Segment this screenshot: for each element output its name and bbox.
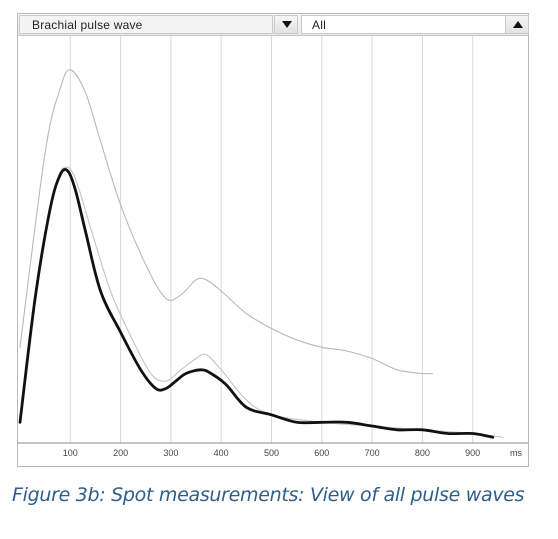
x-tick-label: 400 xyxy=(214,448,229,458)
figure-caption: Figure 3b: Spot measurements: View of al… xyxy=(12,484,525,506)
signal-select-value: Brachial pulse wave xyxy=(32,18,143,32)
pulse-wave-chart: 100 200 300 400 500 600 700 800 900 ms xyxy=(18,36,528,458)
triangle-down-icon xyxy=(282,21,292,28)
x-tick-label: 600 xyxy=(314,448,329,458)
filter-select[interactable]: All xyxy=(301,15,506,34)
x-unit-label: ms xyxy=(510,448,522,458)
filter-dropdown-button[interactable] xyxy=(505,15,529,34)
x-tick-labels: 100 200 300 400 500 600 700 800 900 ms xyxy=(63,448,523,458)
x-tick-label: 800 xyxy=(415,448,430,458)
x-tick-label: 300 xyxy=(163,448,178,458)
x-tick-label: 100 xyxy=(63,448,78,458)
filter-select-value: All xyxy=(312,18,326,32)
pulse-wave-panel: Brachial pulse wave All 100 200 300 400 500 6… xyxy=(17,13,529,467)
lower-envelope-line xyxy=(19,166,504,438)
x-tick-label: 900 xyxy=(465,448,480,458)
signal-select[interactable]: Brachial pulse wave xyxy=(19,15,273,34)
toolbar: Brachial pulse wave All xyxy=(18,14,529,36)
grid-lines xyxy=(69,36,474,443)
x-tick-label: 700 xyxy=(365,448,380,458)
series-group xyxy=(18,69,504,439)
mean-line xyxy=(18,168,495,439)
triangle-up-icon xyxy=(513,21,523,28)
x-tick-label: 200 xyxy=(113,448,128,458)
signal-dropdown-button[interactable] xyxy=(274,15,298,34)
x-tick-label: 500 xyxy=(264,448,279,458)
upper-envelope-line xyxy=(19,69,434,375)
